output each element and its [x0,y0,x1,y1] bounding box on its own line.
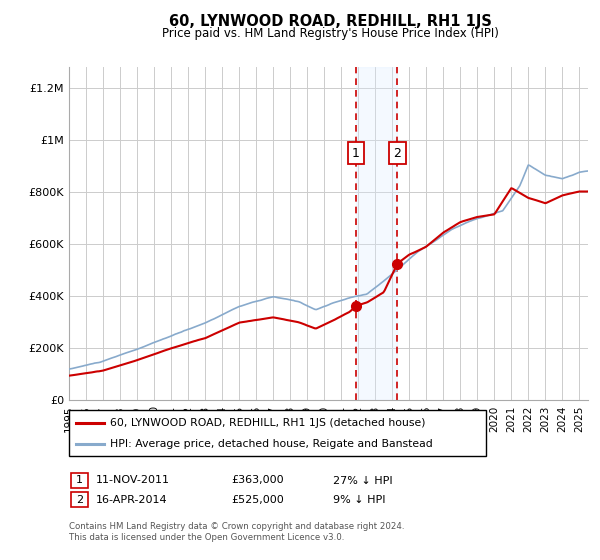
Text: 16-APR-2014: 16-APR-2014 [96,494,167,505]
Text: 60, LYNWOOD ROAD, REDHILL, RH1 1JS: 60, LYNWOOD ROAD, REDHILL, RH1 1JS [169,14,491,29]
Text: This data is licensed under the Open Government Licence v3.0.: This data is licensed under the Open Gov… [69,533,344,542]
Text: 11-NOV-2011: 11-NOV-2011 [96,475,170,486]
Text: 1: 1 [352,147,360,160]
Text: 1: 1 [76,475,83,486]
Text: HPI: Average price, detached house, Reigate and Banstead: HPI: Average price, detached house, Reig… [110,438,433,449]
Bar [356,67,397,400]
Text: £525,000: £525,000 [231,494,284,505]
Text: 9% ↓ HPI: 9% ↓ HPI [333,494,386,505]
Text: 2: 2 [76,494,83,505]
Text: 27% ↓ HPI: 27% ↓ HPI [333,475,392,486]
Text: £363,000: £363,000 [231,475,284,486]
Text: Contains HM Land Registry data © Crown copyright and database right 2024.: Contains HM Land Registry data © Crown c… [69,522,404,531]
Text: 60, LYNWOOD ROAD, REDHILL, RH1 1JS (detached house): 60, LYNWOOD ROAD, REDHILL, RH1 1JS (deta… [110,418,425,428]
Text: 2: 2 [394,147,401,160]
Text: Price paid vs. HM Land Registry's House Price Index (HPI): Price paid vs. HM Land Registry's House … [161,27,499,40]
